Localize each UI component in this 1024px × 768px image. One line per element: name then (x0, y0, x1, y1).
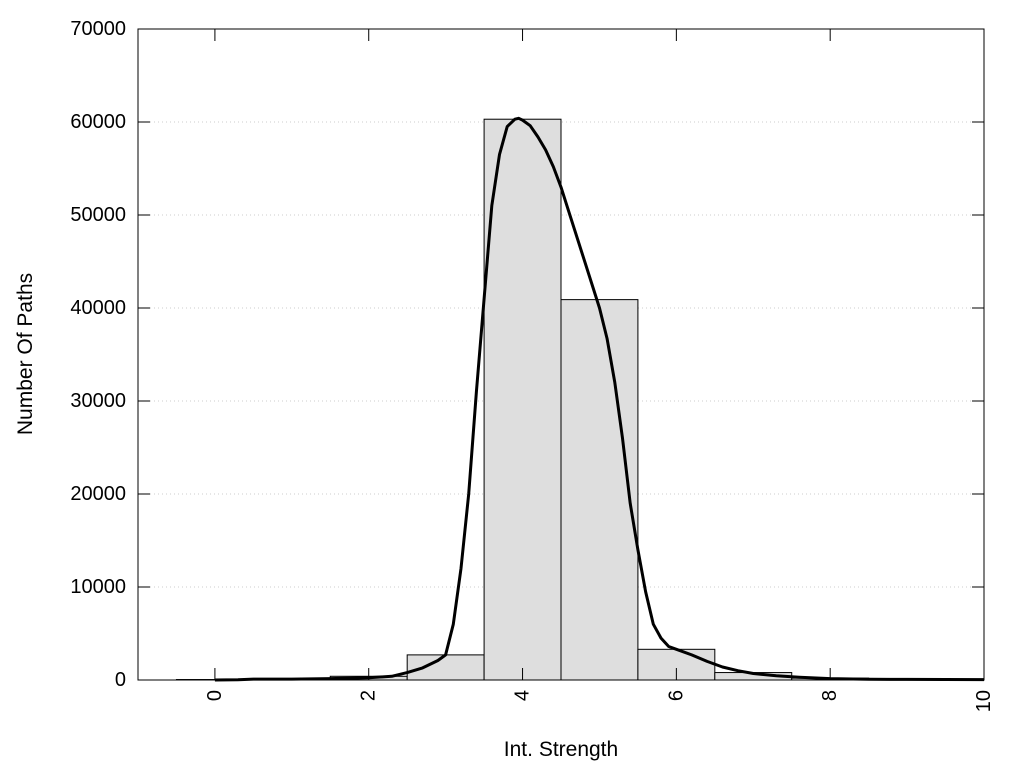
x-tick-labels: 0 2 4 6 8 10 (204, 690, 995, 712)
x-axis-label: Int. Strength (504, 738, 618, 761)
y-axis-label: Number Of Paths (14, 273, 37, 435)
gridlines (138, 121, 984, 588)
y-tick-label: 30000 (70, 390, 126, 412)
y-tick-label: 40000 (70, 297, 126, 319)
axis-ticks (138, 28, 985, 681)
y-tick-label: 60000 (70, 111, 126, 133)
x-tick-label: 8 (819, 690, 841, 701)
histogram-bar (483, 118, 562, 681)
y-tick-label: 50000 (70, 204, 126, 226)
y-tick-label: 20000 (70, 483, 126, 505)
x-tick-label: 2 (358, 690, 380, 701)
x-tick-label: 0 (204, 690, 226, 701)
plot-frame (137, 28, 985, 681)
y-tick-labels: 0 10000 20000 30000 40000 50000 60000 70000 (70, 18, 126, 691)
x-tick-label: 10 (973, 690, 995, 712)
y-tick-label: 70000 (70, 18, 126, 40)
histogram-bar (560, 299, 639, 681)
fitted-curve (214, 116, 985, 682)
histogram-bars (175, 118, 985, 681)
x-tick-label: 6 (665, 690, 687, 701)
y-tick-label: 10000 (70, 576, 126, 598)
y-tick-label: 0 (115, 669, 126, 691)
histogram-bar (406, 654, 485, 681)
x-tick-label: 4 (512, 690, 534, 701)
